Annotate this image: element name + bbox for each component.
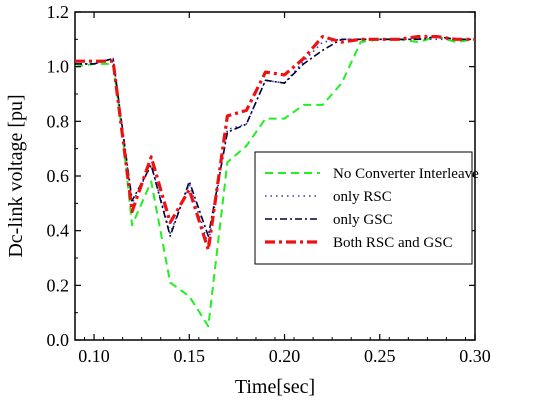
legend-label-2: only RSC [333, 189, 392, 205]
legend-label-4: Both RSC and GSC [333, 235, 453, 251]
y-tick-label: 1.0 [47, 57, 70, 77]
y-tick-label: 0.0 [47, 330, 70, 350]
y-tick-label: 0.2 [47, 275, 70, 295]
series-line-2 [75, 38, 475, 246]
legend-items: No Converter Interleave only RSC only GSC B… [265, 166, 479, 251]
x-tick-label: 0.25 [364, 346, 396, 366]
x-axis-title: Time[sec] [235, 376, 315, 398]
y-axis-title: Dc-link voltage [pu] [5, 94, 27, 257]
legend-frame [254, 151, 473, 265]
x-tick-label: 0.30 [459, 346, 491, 366]
plot-area: 0.10 0.15 0.20 0.25 0.30 0.0 0.2 0.4 0.6 0.8 1.0 1.… [47, 2, 491, 366]
y-tick-label: 0.8 [47, 111, 70, 131]
x-tick-label: 0.10 [78, 346, 110, 366]
x-tick-label: 0.20 [269, 346, 301, 366]
legend-label-3: only GSC [333, 212, 393, 228]
legend: No Converter Interleave only RSC only GSC B… [254, 151, 479, 265]
series-layer [74, 34, 476, 328]
x-tick-label: 0.15 [174, 346, 206, 366]
series-line-4 [75, 34, 475, 252]
y-tick-label: 1.2 [47, 2, 70, 22]
tick-layer: 0.10 0.15 0.20 0.25 0.30 0.0 0.2 0.4 0.6 0.8 1.0 1.… [47, 2, 491, 366]
legend-label-1: No Converter Interleave [333, 166, 479, 182]
y-tick-label: 0.6 [47, 166, 70, 186]
y-tick-label: 0.4 [47, 221, 70, 241]
series-line-3 [75, 35, 475, 237]
